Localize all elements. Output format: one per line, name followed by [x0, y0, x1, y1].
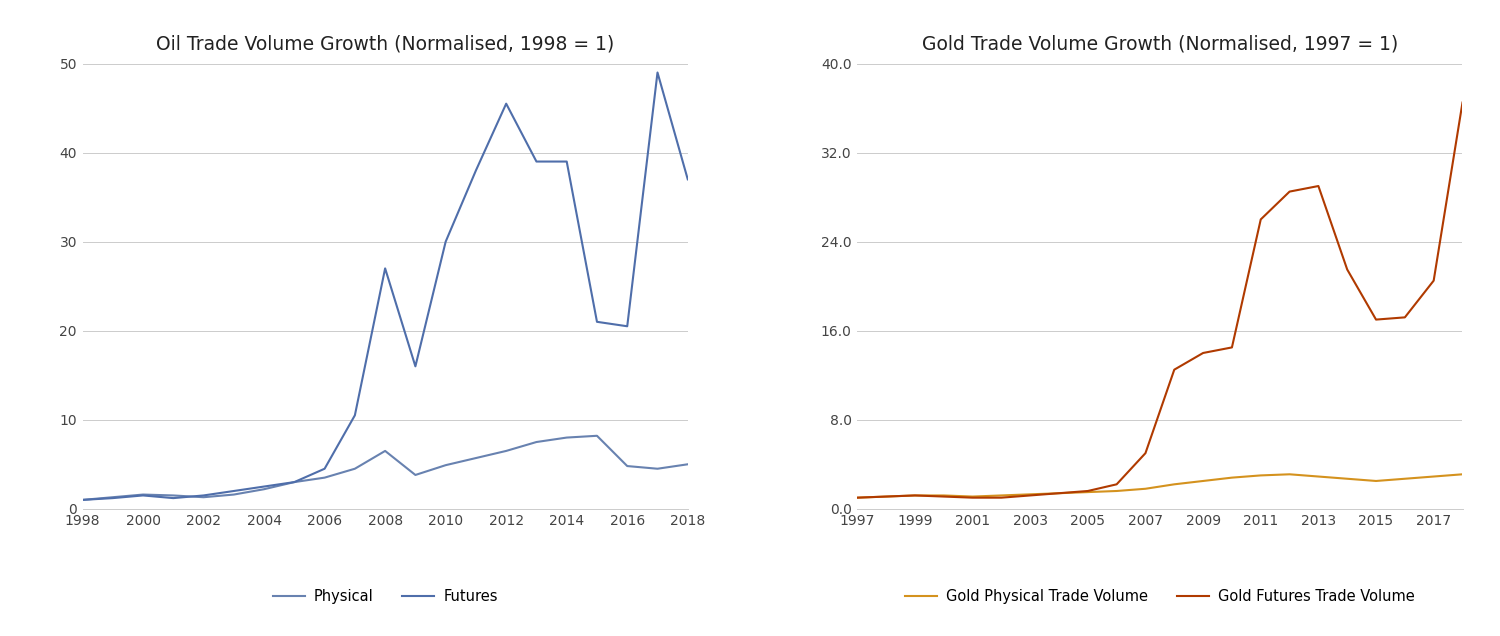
- Gold Physical Trade Volume: [878, 493, 896, 501]
- Futures: [165, 494, 183, 502]
- Gold Futures Trade Volume: [1050, 490, 1068, 497]
- Futures: [588, 318, 606, 326]
- Line: Gold Futures Trade Volume: Gold Futures Trade Volume: [856, 102, 1462, 497]
- Physical: [195, 494, 213, 501]
- Gold Futures Trade Volume: [1396, 314, 1414, 321]
- Line: Physical: Physical: [82, 436, 688, 500]
- Gold Physical Trade Volume: [1166, 481, 1184, 488]
- Gold Futures Trade Volume: [1454, 99, 1472, 106]
- Gold Physical Trade Volume: [1454, 471, 1472, 478]
- Gold Futures Trade Volume: [934, 493, 952, 501]
- Futures: [680, 176, 698, 183]
- Gold Futures Trade Volume: [1281, 188, 1299, 195]
- Futures: [648, 69, 666, 76]
- Physical: [376, 447, 394, 455]
- Futures: [195, 492, 213, 499]
- Gold Physical Trade Volume: [1425, 473, 1443, 480]
- Gold Futures Trade Volume: [1078, 487, 1096, 495]
- Physical: [588, 432, 606, 439]
- Gold Physical Trade Volume: [1281, 471, 1299, 478]
- Gold Futures Trade Volume: [963, 494, 981, 501]
- Futures: [528, 158, 546, 165]
- Physical: [104, 494, 122, 501]
- Gold Physical Trade Volume: [906, 492, 924, 499]
- Gold Physical Trade Volume: [1366, 477, 1384, 485]
- Gold Futures Trade Volume: [906, 492, 924, 499]
- Futures: [104, 494, 122, 502]
- Gold Futures Trade Volume: [1310, 182, 1328, 190]
- Gold Futures Trade Volume: [993, 494, 1011, 501]
- Physical: [74, 496, 92, 504]
- Physical: [558, 434, 576, 441]
- Futures: [255, 483, 273, 490]
- Physical: [165, 492, 183, 499]
- Gold Futures Trade Volume: [1222, 343, 1240, 351]
- Physical: [466, 454, 484, 462]
- Gold Physical Trade Volume: [1078, 488, 1096, 496]
- Gold Physical Trade Volume: [993, 492, 1011, 499]
- Physical: [315, 474, 333, 481]
- Futures: [436, 238, 454, 245]
- Gold Futures Trade Volume: [1425, 277, 1443, 284]
- Futures: [134, 492, 152, 499]
- Physical: [255, 485, 273, 493]
- Futures: [466, 167, 484, 174]
- Physical: [134, 491, 152, 499]
- Gold Physical Trade Volume: [1222, 474, 1240, 481]
- Futures: [225, 487, 243, 495]
- Gold Futures Trade Volume: [1022, 492, 1040, 499]
- Gold Physical Trade Volume: [847, 494, 865, 501]
- Futures: [346, 411, 364, 419]
- Futures: [558, 158, 576, 165]
- Gold Physical Trade Volume: [934, 492, 952, 499]
- Gold Futures Trade Volume: [1338, 266, 1356, 273]
- Physical: [496, 447, 514, 455]
- Title: Gold Trade Volume Growth (Normalised, 1997 = 1): Gold Trade Volume Growth (Normalised, 19…: [921, 35, 1398, 53]
- Futures: [618, 322, 636, 330]
- Physical: [680, 460, 698, 468]
- Futures: [406, 363, 424, 370]
- Gold Futures Trade Volume: [1107, 481, 1125, 488]
- Gold Futures Trade Volume: [1137, 449, 1155, 457]
- Gold Futures Trade Volume: [1251, 216, 1269, 223]
- Gold Physical Trade Volume: [1050, 490, 1068, 497]
- Futures: [376, 265, 394, 272]
- Physical: [648, 465, 666, 473]
- Legend: Physical, Futures: Physical, Futures: [267, 583, 504, 609]
- Physical: [436, 461, 454, 469]
- Physical: [225, 491, 243, 499]
- Physical: [406, 471, 424, 479]
- Line: Futures: Futures: [82, 73, 688, 500]
- Gold Futures Trade Volume: [1366, 315, 1384, 323]
- Gold Physical Trade Volume: [1194, 477, 1212, 485]
- Futures: [315, 465, 333, 473]
- Futures: [285, 478, 303, 486]
- Gold Physical Trade Volume: [1022, 490, 1040, 498]
- Gold Futures Trade Volume: [878, 493, 896, 501]
- Gold Physical Trade Volume: [1396, 475, 1414, 483]
- Gold Physical Trade Volume: [1338, 475, 1356, 483]
- Gold Futures Trade Volume: [847, 494, 865, 501]
- Gold Physical Trade Volume: [1137, 485, 1155, 492]
- Futures: [496, 100, 514, 107]
- Physical: [618, 462, 636, 470]
- Gold Futures Trade Volume: [1166, 366, 1184, 373]
- Title: Oil Trade Volume Growth (Normalised, 1998 = 1): Oil Trade Volume Growth (Normalised, 199…: [156, 35, 615, 53]
- Physical: [346, 465, 364, 473]
- Physical: [285, 478, 303, 486]
- Physical: [528, 438, 546, 446]
- Legend: Gold Physical Trade Volume, Gold Futures Trade Volume: Gold Physical Trade Volume, Gold Futures…: [898, 583, 1420, 609]
- Gold Physical Trade Volume: [1107, 487, 1125, 495]
- Line: Gold Physical Trade Volume: Gold Physical Trade Volume: [856, 474, 1462, 497]
- Futures: [74, 496, 92, 504]
- Gold Physical Trade Volume: [1310, 473, 1328, 480]
- Gold Physical Trade Volume: [963, 493, 981, 501]
- Gold Physical Trade Volume: [1251, 471, 1269, 480]
- Gold Futures Trade Volume: [1194, 349, 1212, 357]
